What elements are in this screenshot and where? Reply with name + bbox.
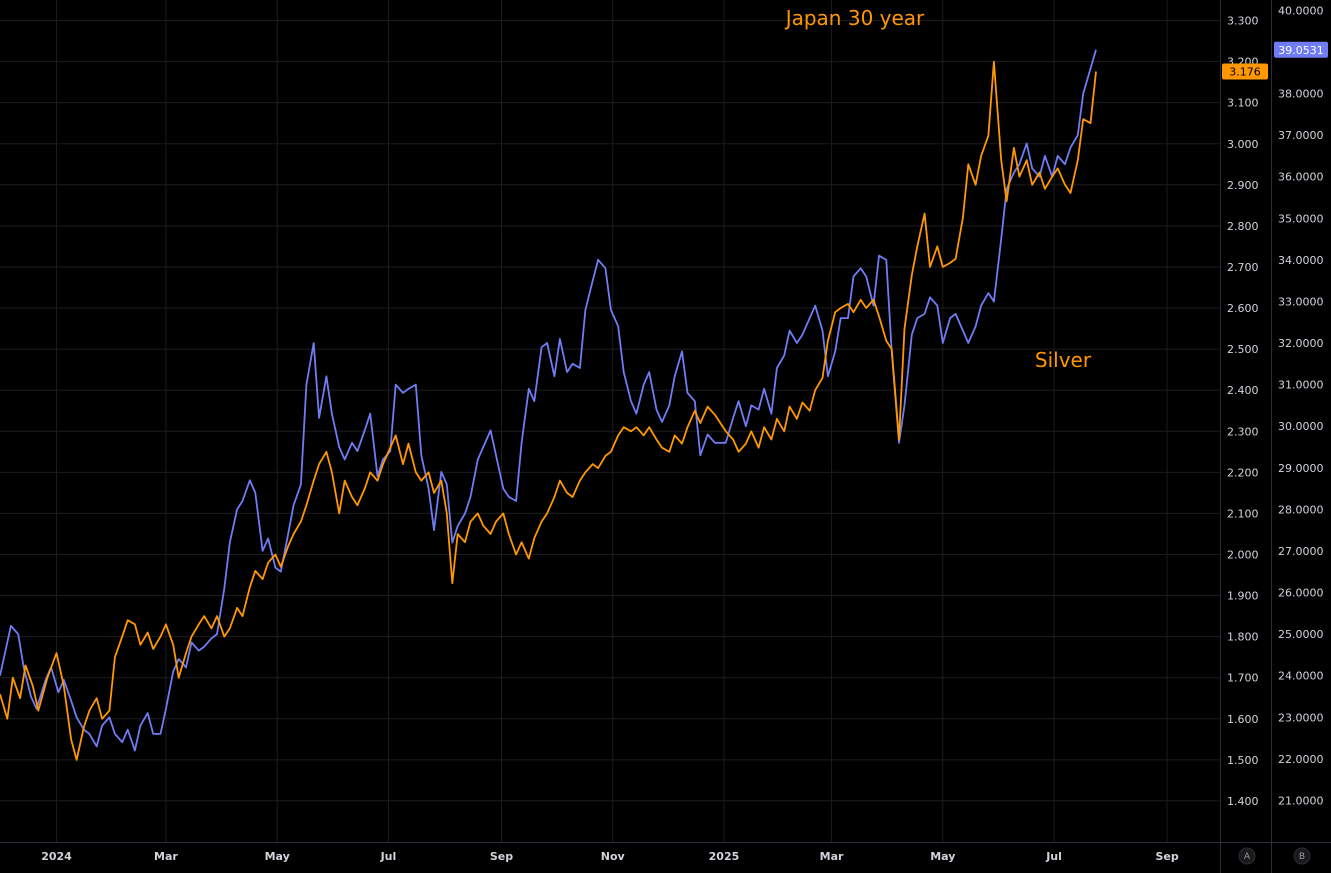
y-axis-left[interactable]: 1.400 1.500 1.600 1.700 1.800 1.900 2.000 2.100… xyxy=(1227,15,1259,808)
chart-series xyxy=(0,49,1097,761)
y-right-tick-label: 35.0000 xyxy=(1278,212,1324,225)
x-tick-label: 2024 xyxy=(41,850,72,863)
y-left-tick-label: 2.500 xyxy=(1227,343,1259,356)
y-right-tick-label: 31.0000 xyxy=(1278,379,1324,392)
y-left-tick-label: 3.000 xyxy=(1227,138,1259,151)
y-left-tick-label: 1.900 xyxy=(1227,590,1259,603)
y-right-tick-label: 40.0000 xyxy=(1278,4,1324,17)
y-right-tick-label: 29.0000 xyxy=(1278,462,1324,475)
y-right-tick-label: 32.0000 xyxy=(1278,337,1324,350)
corner-button-b-label: B xyxy=(1299,852,1305,862)
y-left-tick-label: 2.300 xyxy=(1227,425,1259,438)
axis-corner-buttons[interactable]: A B xyxy=(1238,847,1311,865)
y-left-tick-label: 3.300 xyxy=(1227,15,1259,28)
y-left-tick-label: 1.700 xyxy=(1227,672,1259,685)
corner-button-b[interactable] xyxy=(1293,847,1311,865)
y-right-tick-label: 24.0000 xyxy=(1278,670,1324,683)
y-left-tick-label: 2.700 xyxy=(1227,261,1259,274)
y-left-tick-label: 1.500 xyxy=(1227,754,1259,767)
series-line-japan-30-year xyxy=(0,60,1097,761)
last-value-badges: 3.176 39.0531 xyxy=(1222,41,1328,80)
badge-japan-30-year-value: 3.176 xyxy=(1229,65,1261,78)
y-right-tick-label: 34.0000 xyxy=(1278,254,1324,267)
y-right-tick-label: 25.0000 xyxy=(1278,628,1324,641)
y-left-tick-label: 2.100 xyxy=(1227,507,1259,520)
y-right-tick-label: 36.0000 xyxy=(1278,171,1324,184)
badge-silver-value: 39.0531 xyxy=(1278,44,1324,57)
y-left-tick-label: 3.100 xyxy=(1227,97,1259,110)
y-left-tick-label: 1.800 xyxy=(1227,631,1259,644)
y-right-tick-label: 26.0000 xyxy=(1278,587,1324,600)
y-right-tick-label: 23.0000 xyxy=(1278,711,1324,724)
x-tick-label: 2025 xyxy=(709,850,740,863)
y-left-tick-label: 1.400 xyxy=(1227,795,1259,808)
y-left-tick-label: 2.200 xyxy=(1227,466,1259,479)
y-left-tick-label: 2.900 xyxy=(1227,179,1259,192)
y-right-tick-label: 33.0000 xyxy=(1278,295,1324,308)
x-tick-label: Sep xyxy=(1155,850,1178,863)
annotation-silver: Silver xyxy=(1035,348,1092,372)
corner-button-a[interactable] xyxy=(1238,847,1256,865)
annotation-japan-30-year: Japan 30 year xyxy=(784,6,925,30)
y-right-tick-label: 28.0000 xyxy=(1278,503,1324,516)
x-tick-label: Nov xyxy=(601,850,626,863)
y-right-tick-label: 27.0000 xyxy=(1278,545,1324,558)
x-tick-label: Mar xyxy=(154,850,178,863)
x-axis[interactable]: 2024 Mar May Jul Sep Nov 2025 Mar May Jul Sep xyxy=(41,850,1179,863)
y-left-tick-label: 2.600 xyxy=(1227,302,1259,315)
y-right-tick-label: 37.0000 xyxy=(1278,129,1324,142)
y-left-tick-label: 2.800 xyxy=(1227,220,1259,233)
y-right-tick-label: 30.0000 xyxy=(1278,420,1324,433)
x-tick-label: May xyxy=(265,850,290,863)
y-right-tick-label: 38.0000 xyxy=(1278,88,1324,101)
x-tick-label: Jul xyxy=(1045,850,1062,863)
y-right-tick-label: 21.0000 xyxy=(1278,794,1324,807)
y-left-tick-label: 2.000 xyxy=(1227,548,1259,561)
y-left-tick-label: 2.400 xyxy=(1227,384,1259,397)
y-right-tick-label: 22.0000 xyxy=(1278,753,1324,766)
x-tick-label: May xyxy=(930,850,955,863)
chart-annotations: Japan 30 year Silver xyxy=(784,6,1092,372)
x-tick-label: Jul xyxy=(380,850,397,863)
y-left-tick-label: 1.600 xyxy=(1227,713,1259,726)
x-tick-label: Mar xyxy=(820,850,844,863)
x-tick-label: Sep xyxy=(490,850,513,863)
corner-button-a-label: A xyxy=(1244,852,1251,862)
badge-japan-30-year xyxy=(1222,63,1268,80)
badge-silver xyxy=(1274,41,1328,58)
